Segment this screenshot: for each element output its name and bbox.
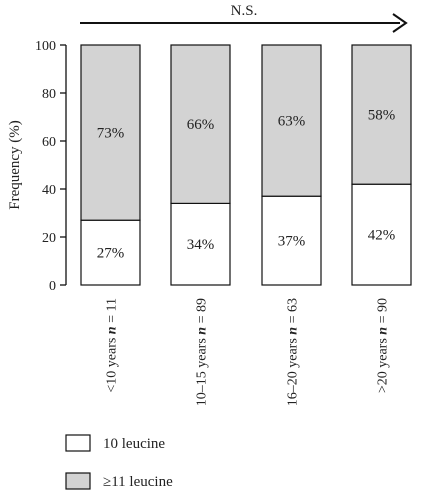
significance-arrow-head [392,13,408,33]
category-label-n: n [195,327,210,335]
category-label-count: = 89 [195,298,210,327]
bar-data-label: 73% [97,126,125,142]
bar-segment-leucine-10 [80,219,141,286]
category-label-count: = 90 [376,298,391,327]
y-tick-label: 20 [42,231,56,246]
bar-data-label: 58% [368,108,396,124]
y-tick-label: 80 [42,87,56,102]
category-label-count: = 11 [105,298,120,326]
bars: 27% 73% 34% 66% 37% 63% 42% 58% [80,44,412,286]
legend-label: ≥11 leucine [103,474,173,490]
bar-segment-leucine-11-plus [80,44,141,221]
bar-segment-leucine-10 [261,195,322,286]
legend-label: 10 leucine [103,436,165,452]
bar-data-label: 42% [368,228,396,244]
y-axis-title: Frequency (%) [7,120,23,210]
legend-swatch [65,472,91,490]
category-label-n: n [286,327,301,335]
category-label: <10 years n = 11 [105,298,120,393]
bar-segment-leucine-11-plus [170,44,231,204]
category-label-count: = 63 [286,298,301,327]
category-label-prefix: <10 years [105,334,120,392]
category-label-prefix: 16–20 years [286,335,301,407]
category-label: 10–15 years n = 89 [195,298,210,406]
category-label: 16–20 years n = 63 [286,298,301,406]
legend: 10 leucine ≥11 leucine [65,434,173,490]
y-tick-label: 60 [42,135,56,150]
y-tick-label: 100 [35,39,56,54]
y-axis: 0 20 40 60 80 100 Frequency (%) [7,39,67,294]
category-label-n: n [105,326,120,334]
legend-swatch [65,434,91,452]
category-label: >20 years n = 90 [376,298,391,393]
bar-segment-leucine-11-plus [261,44,322,197]
bar-data-label: 66% [187,117,215,133]
category-labels: <10 years n = 11 10–15 years n = 89 16–20 … [105,298,391,406]
category-label-n: n [376,327,391,335]
bar-data-label: 63% [278,114,306,130]
y-tick-label: 0 [49,279,56,294]
category-label-prefix: 10–15 years [195,335,210,407]
significance-annotation: N.S. [80,3,408,33]
significance-label: N.S. [231,3,258,19]
category-label-prefix: >20 years [376,335,391,393]
bar-data-label: 34% [187,237,215,253]
bar-data-label: 37% [278,234,306,250]
bar-data-label: 27% [97,246,125,262]
y-tick-label: 40 [42,183,56,198]
bar-segment-leucine-11-plus [351,44,412,185]
